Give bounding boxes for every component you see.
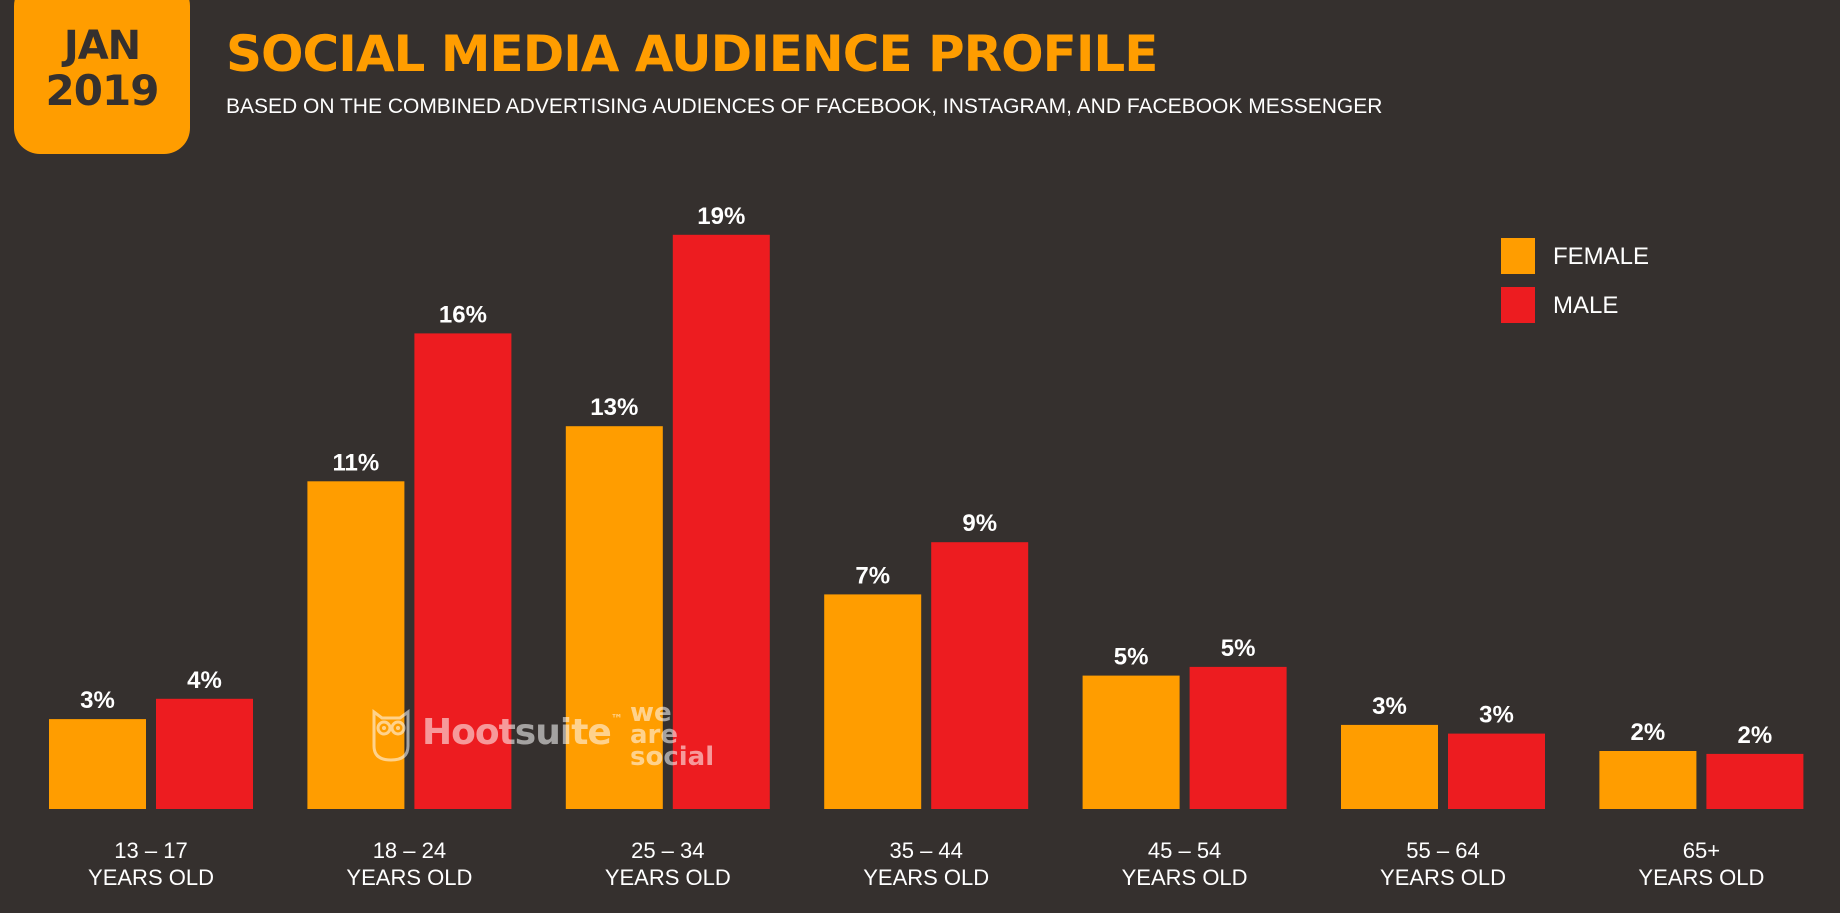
bar-female-3 bbox=[824, 594, 922, 809]
x-tick-label-0-0: 13 – 17 bbox=[114, 838, 187, 863]
bar-female-1 bbox=[307, 481, 405, 809]
bar-female-2 bbox=[565, 426, 663, 809]
watermark-hootsuite-text: Hootsuite bbox=[422, 712, 612, 753]
data-label-male-1: 16% bbox=[439, 301, 487, 328]
legend-label-female: FEMALE bbox=[1553, 243, 1650, 270]
bar-female-6 bbox=[1599, 751, 1697, 809]
data-label-male-6: 2% bbox=[1738, 722, 1773, 749]
data-label-male-3: 9% bbox=[962, 510, 997, 537]
bar-female-5 bbox=[1341, 724, 1438, 809]
x-tick-label-6-0: 65+ bbox=[1683, 838, 1720, 863]
x-tick-label-2-1: YEARS OLD bbox=[605, 865, 731, 890]
watermark-are: are bbox=[630, 720, 679, 750]
data-label-male-4: 5% bbox=[1221, 635, 1256, 662]
data-label-female-5: 3% bbox=[1372, 693, 1407, 720]
watermark-hootsuite: Hootsuite™ bbox=[422, 712, 623, 753]
page-subtitle: BASED ON THE COMBINED ADVERTISING AUDIEN… bbox=[226, 95, 1383, 118]
badge-year: 2019 bbox=[45, 66, 160, 115]
bar-male-4 bbox=[1189, 666, 1287, 809]
x-tick-label-2-0: 25 – 34 bbox=[631, 838, 704, 863]
x-tick-label-1-0: 18 – 24 bbox=[373, 838, 446, 863]
data-label-male-5: 3% bbox=[1479, 702, 1514, 729]
data-label-female-0: 3% bbox=[80, 687, 115, 714]
legend-swatch-male bbox=[1501, 287, 1535, 323]
bar-male-5 bbox=[1448, 733, 1545, 809]
data-label-female-4: 5% bbox=[1114, 644, 1149, 671]
watermark-social: social bbox=[630, 742, 715, 772]
bar-female-0 bbox=[49, 719, 146, 809]
x-tick-label-4-1: YEARS OLD bbox=[1122, 865, 1248, 890]
data-label-female-3: 7% bbox=[855, 562, 890, 589]
x-tick-label-5-1: YEARS OLD bbox=[1380, 865, 1506, 890]
x-tick-label-4-0: 45 – 54 bbox=[1148, 838, 1221, 863]
watermark-we: we bbox=[630, 698, 672, 728]
x-tick-label-3-1: YEARS OLD bbox=[863, 865, 989, 890]
bar-male-2 bbox=[672, 234, 770, 810]
data-label-male-0: 4% bbox=[187, 667, 222, 694]
x-tick-label-1-1: YEARS OLD bbox=[346, 865, 472, 890]
date-badge: JAN 2019 bbox=[14, 0, 190, 154]
x-tick-label-5-0: 55 – 64 bbox=[1406, 838, 1479, 863]
bar-male-0 bbox=[156, 698, 253, 809]
x-tick-label-3-0: 35 – 44 bbox=[889, 838, 962, 863]
data-label-male-2: 19% bbox=[697, 203, 745, 230]
bar-male-3 bbox=[931, 542, 1029, 809]
data-label-female-2: 13% bbox=[590, 394, 638, 421]
x-tick-label-0-1: YEARS OLD bbox=[88, 865, 214, 890]
bar-female-4 bbox=[1082, 675, 1180, 809]
data-label-female-1: 11% bbox=[333, 449, 380, 476]
data-label-female-6: 2% bbox=[1631, 719, 1666, 746]
watermark-tm: ™ bbox=[610, 712, 623, 726]
owl-icon bbox=[372, 709, 410, 762]
bar-male-6 bbox=[1706, 753, 1804, 809]
x-tick-label-6-1: YEARS OLD bbox=[1638, 865, 1764, 890]
watermark-we-are-social: we are social bbox=[630, 698, 715, 772]
bar-male-1 bbox=[414, 333, 512, 809]
badge-month: JAN bbox=[63, 23, 141, 69]
legend-label-male: MALE bbox=[1553, 292, 1619, 319]
legend-swatch-female bbox=[1501, 238, 1535, 274]
page-title: SOCIAL MEDIA AUDIENCE PROFILE bbox=[226, 25, 1158, 83]
